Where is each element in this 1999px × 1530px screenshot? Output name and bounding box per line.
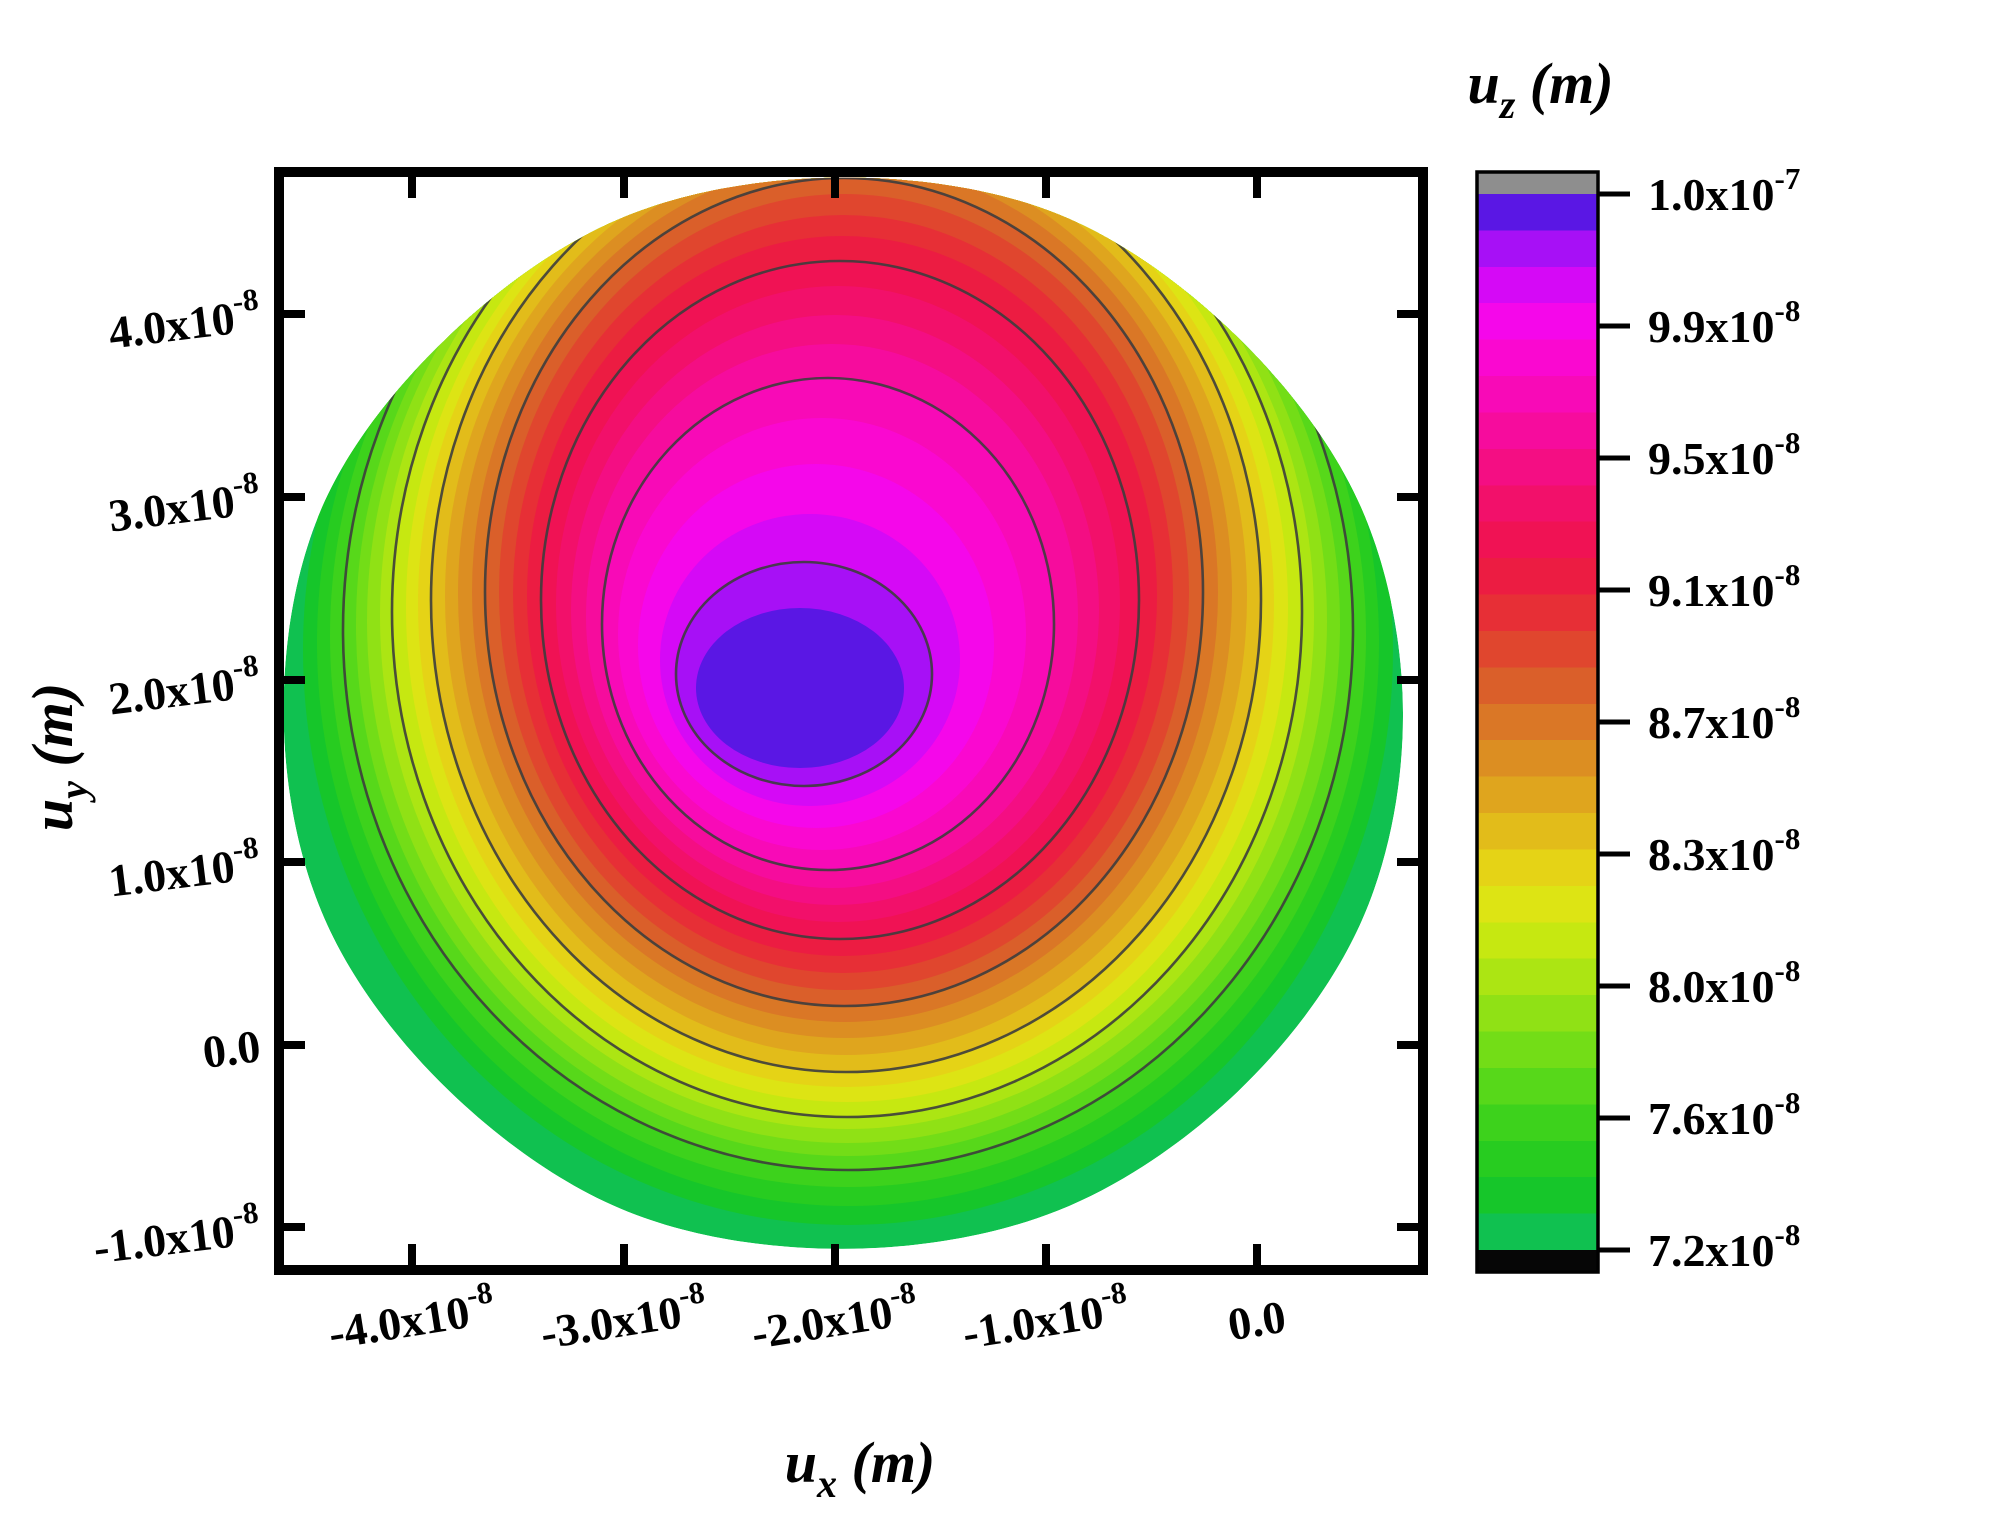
- colorbar-tick-label: 8.3x10-8: [1648, 821, 1800, 880]
- contour-line: [674, 560, 934, 788]
- colorbar-tick-label: 7.2x10-8: [1648, 1217, 1800, 1276]
- y-tick-label: 0.0: [200, 1020, 263, 1078]
- contour-line: [600, 376, 1056, 872]
- contour-line: [390, 177, 1304, 1119]
- colorbar-tick-label: 8.0x10-8: [1648, 953, 1800, 1012]
- colorbar-tick-label: 9.5x10-8: [1648, 425, 1800, 484]
- colorbar-gradient: [1477, 194, 1598, 1250]
- x-tick-label: 0.0: [1224, 1291, 1289, 1350]
- colorbar: [1475, 170, 1630, 1274]
- plot-frame: [274, 167, 1428, 1275]
- axis-tick-marks: [279, 172, 1423, 1270]
- colorbar-tick-label: 7.6x10-8: [1648, 1085, 1800, 1144]
- contour-line: [341, 177, 1355, 1172]
- colorbar-tick-labels: 1.0x10-7 9.9x10-8 9.5x10-8 9.1x10-8 8.7x10-8…: [1648, 161, 1800, 1276]
- contour-line: [429, 177, 1263, 1074]
- colorbar-over-cap: [1477, 172, 1598, 194]
- contour-line: [483, 177, 1205, 1008]
- axis-tick-labels: -4.0x10-8 -3.0x10-8 -2.0x10-8 -1.0x10-8 0.04…: [91, 281, 1290, 1358]
- x-axis-title: ux (m): [785, 1430, 936, 1506]
- colorbar-tick-label: 1.0x10-7: [1648, 161, 1800, 220]
- colorbar-tick-label: 8.7x10-8: [1648, 689, 1800, 748]
- y-axis-title: uy (m): [20, 683, 96, 831]
- contour-band: [696, 608, 904, 768]
- colorbar-under-cap: [1477, 1250, 1598, 1272]
- colorbar-tick-label: 9.1x10-8: [1648, 557, 1800, 616]
- colorbar-tick-label: 9.9x10-8: [1648, 293, 1800, 352]
- contour-field: [283, 177, 1404, 1249]
- colorbar-title: uz (m): [1467, 51, 1613, 127]
- contour-line: [539, 259, 1141, 941]
